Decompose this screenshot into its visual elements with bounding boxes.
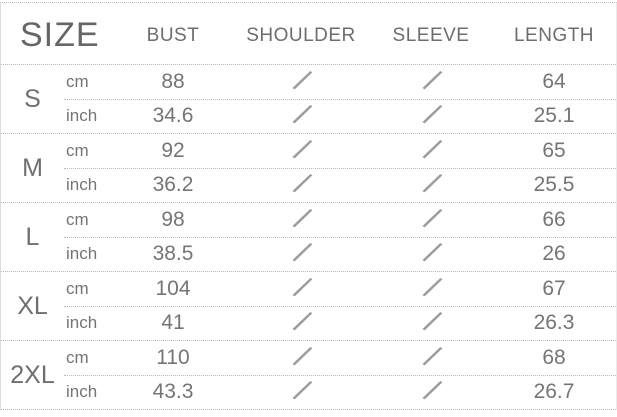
shoulder-no-value-slash: /	[288, 132, 315, 169]
sleeve-no-value-slash: /	[418, 373, 445, 410]
shoulder-no-value-slash: /	[288, 97, 315, 134]
bust-value-cm: 92	[161, 138, 185, 162]
size-label: M	[22, 153, 43, 182]
unit-label-cm: cm	[66, 71, 89, 91]
bust-value-cm: 98	[161, 207, 185, 231]
size-row-s: S cm 88 / / 64 inch 34.6 / / 25.1	[1, 63, 616, 134]
bust-value-inch: 34.6	[152, 104, 194, 128]
cm-sub-row: cm 104 / / 67	[64, 270, 616, 307]
size-row-measurements: cm 104 / / 67 inch 41 / / 26.3	[64, 270, 616, 341]
unit-label-cm: cm	[66, 278, 89, 298]
bust-value-cm: 88	[161, 69, 185, 93]
sleeve-no-value-slash: /	[418, 339, 445, 376]
shoulder-no-value-slash: /	[288, 63, 315, 100]
size-row-2xl: 2XL cm 110 / / 68 inch 43.3 / / 26.7	[1, 339, 616, 410]
shoulder-no-value-slash: /	[288, 235, 315, 272]
inch-sub-row: inch 41 / / 26.3	[64, 304, 616, 341]
length-value-inch: 26	[542, 242, 566, 266]
inch-sub-row: inch 34.6 / / 25.1	[64, 97, 616, 134]
size-row-l: L cm 98 / / 66 inch 38.5 / / 26	[1, 201, 616, 272]
length-value-inch: 25.1	[533, 104, 575, 128]
cm-sub-row: cm 92 / / 65	[64, 132, 616, 169]
size-label: XL	[17, 291, 48, 320]
size-row-xl: XL cm 104 / / 67 inch 41 / / 26.3	[1, 270, 616, 341]
sleeve-no-value-slash: /	[418, 201, 445, 238]
cm-sub-row: cm 88 / / 64	[64, 63, 616, 100]
shoulder-no-value-slash: /	[288, 339, 315, 376]
unit-label-cm: cm	[66, 140, 89, 160]
size-chart-table: SIZE BUST SHOULDER SLEEVE LENGTH S cm 88…	[0, 2, 617, 410]
sleeve-no-value-slash: /	[418, 132, 445, 169]
bust-value-cm: 104	[155, 276, 191, 300]
unit-label-cm: cm	[66, 209, 89, 229]
unit-label-inch: inch	[66, 175, 98, 195]
shoulder-no-value-slash: /	[288, 373, 315, 410]
inch-sub-row: inch 43.3 / / 26.7	[64, 373, 616, 410]
length-value-inch: 26.3	[533, 311, 575, 335]
shoulder-no-value-slash: /	[288, 201, 315, 238]
length-value-cm: 64	[542, 69, 566, 93]
sleeve-no-value-slash: /	[418, 63, 445, 100]
unit-label-inch: inch	[66, 313, 98, 333]
bust-value-inch: 38.5	[152, 242, 194, 266]
sleeve-no-value-slash: /	[418, 97, 445, 134]
length-value-cm: 65	[542, 138, 566, 162]
size-row-m: M cm 92 / / 65 inch 36.2 / / 25.5	[1, 132, 616, 203]
column-header-sleeve: SLEEVE	[392, 24, 470, 46]
sleeve-no-value-slash: /	[418, 270, 445, 307]
column-header-size: SIZE	[20, 16, 100, 54]
table-header-row: SIZE BUST SHOULDER SLEEVE LENGTH	[1, 3, 616, 65]
sleeve-no-value-slash: /	[418, 166, 445, 203]
size-row-measurements: cm 92 / / 65 inch 36.2 / / 25.5	[64, 132, 616, 203]
bust-value-inch: 43.3	[152, 380, 194, 404]
sleeve-no-value-slash: /	[418, 235, 445, 272]
unit-label-cm: cm	[66, 347, 89, 367]
size-label: 2XL	[10, 360, 55, 389]
column-header-length: LENGTH	[513, 24, 595, 46]
size-label: S	[24, 84, 41, 113]
bust-value-inch: 41	[161, 311, 185, 335]
sleeve-no-value-slash: /	[418, 304, 445, 341]
size-row-measurements: cm 110 / / 68 inch 43.3 / / 26.7	[64, 339, 616, 410]
shoulder-no-value-slash: /	[288, 304, 315, 341]
length-value-cm: 68	[542, 345, 566, 369]
size-row-measurements: cm 88 / / 64 inch 34.6 / / 25.1	[64, 63, 616, 134]
unit-label-inch: inch	[66, 244, 98, 264]
size-label: L	[25, 222, 40, 251]
cm-sub-row: cm 98 / / 66	[64, 201, 616, 238]
cm-sub-row: cm 110 / / 68	[64, 339, 616, 376]
shoulder-no-value-slash: /	[288, 270, 315, 307]
length-value-cm: 67	[542, 276, 566, 300]
shoulder-no-value-slash: /	[288, 166, 315, 203]
length-value-cm: 66	[542, 207, 566, 231]
bust-value-inch: 36.2	[152, 173, 194, 197]
size-row-measurements: cm 98 / / 66 inch 38.5 / / 26	[64, 201, 616, 272]
unit-label-inch: inch	[66, 106, 98, 126]
inch-sub-row: inch 38.5 / / 26	[64, 235, 616, 272]
unit-label-inch: inch	[66, 382, 98, 402]
column-header-bust: BUST	[146, 24, 200, 46]
inch-sub-row: inch 36.2 / / 25.5	[64, 166, 616, 203]
bust-value-cm: 110	[156, 345, 190, 369]
length-value-inch: 25.5	[533, 173, 575, 197]
column-header-shoulder: SHOULDER	[246, 24, 356, 46]
length-value-inch: 26.7	[533, 380, 575, 404]
